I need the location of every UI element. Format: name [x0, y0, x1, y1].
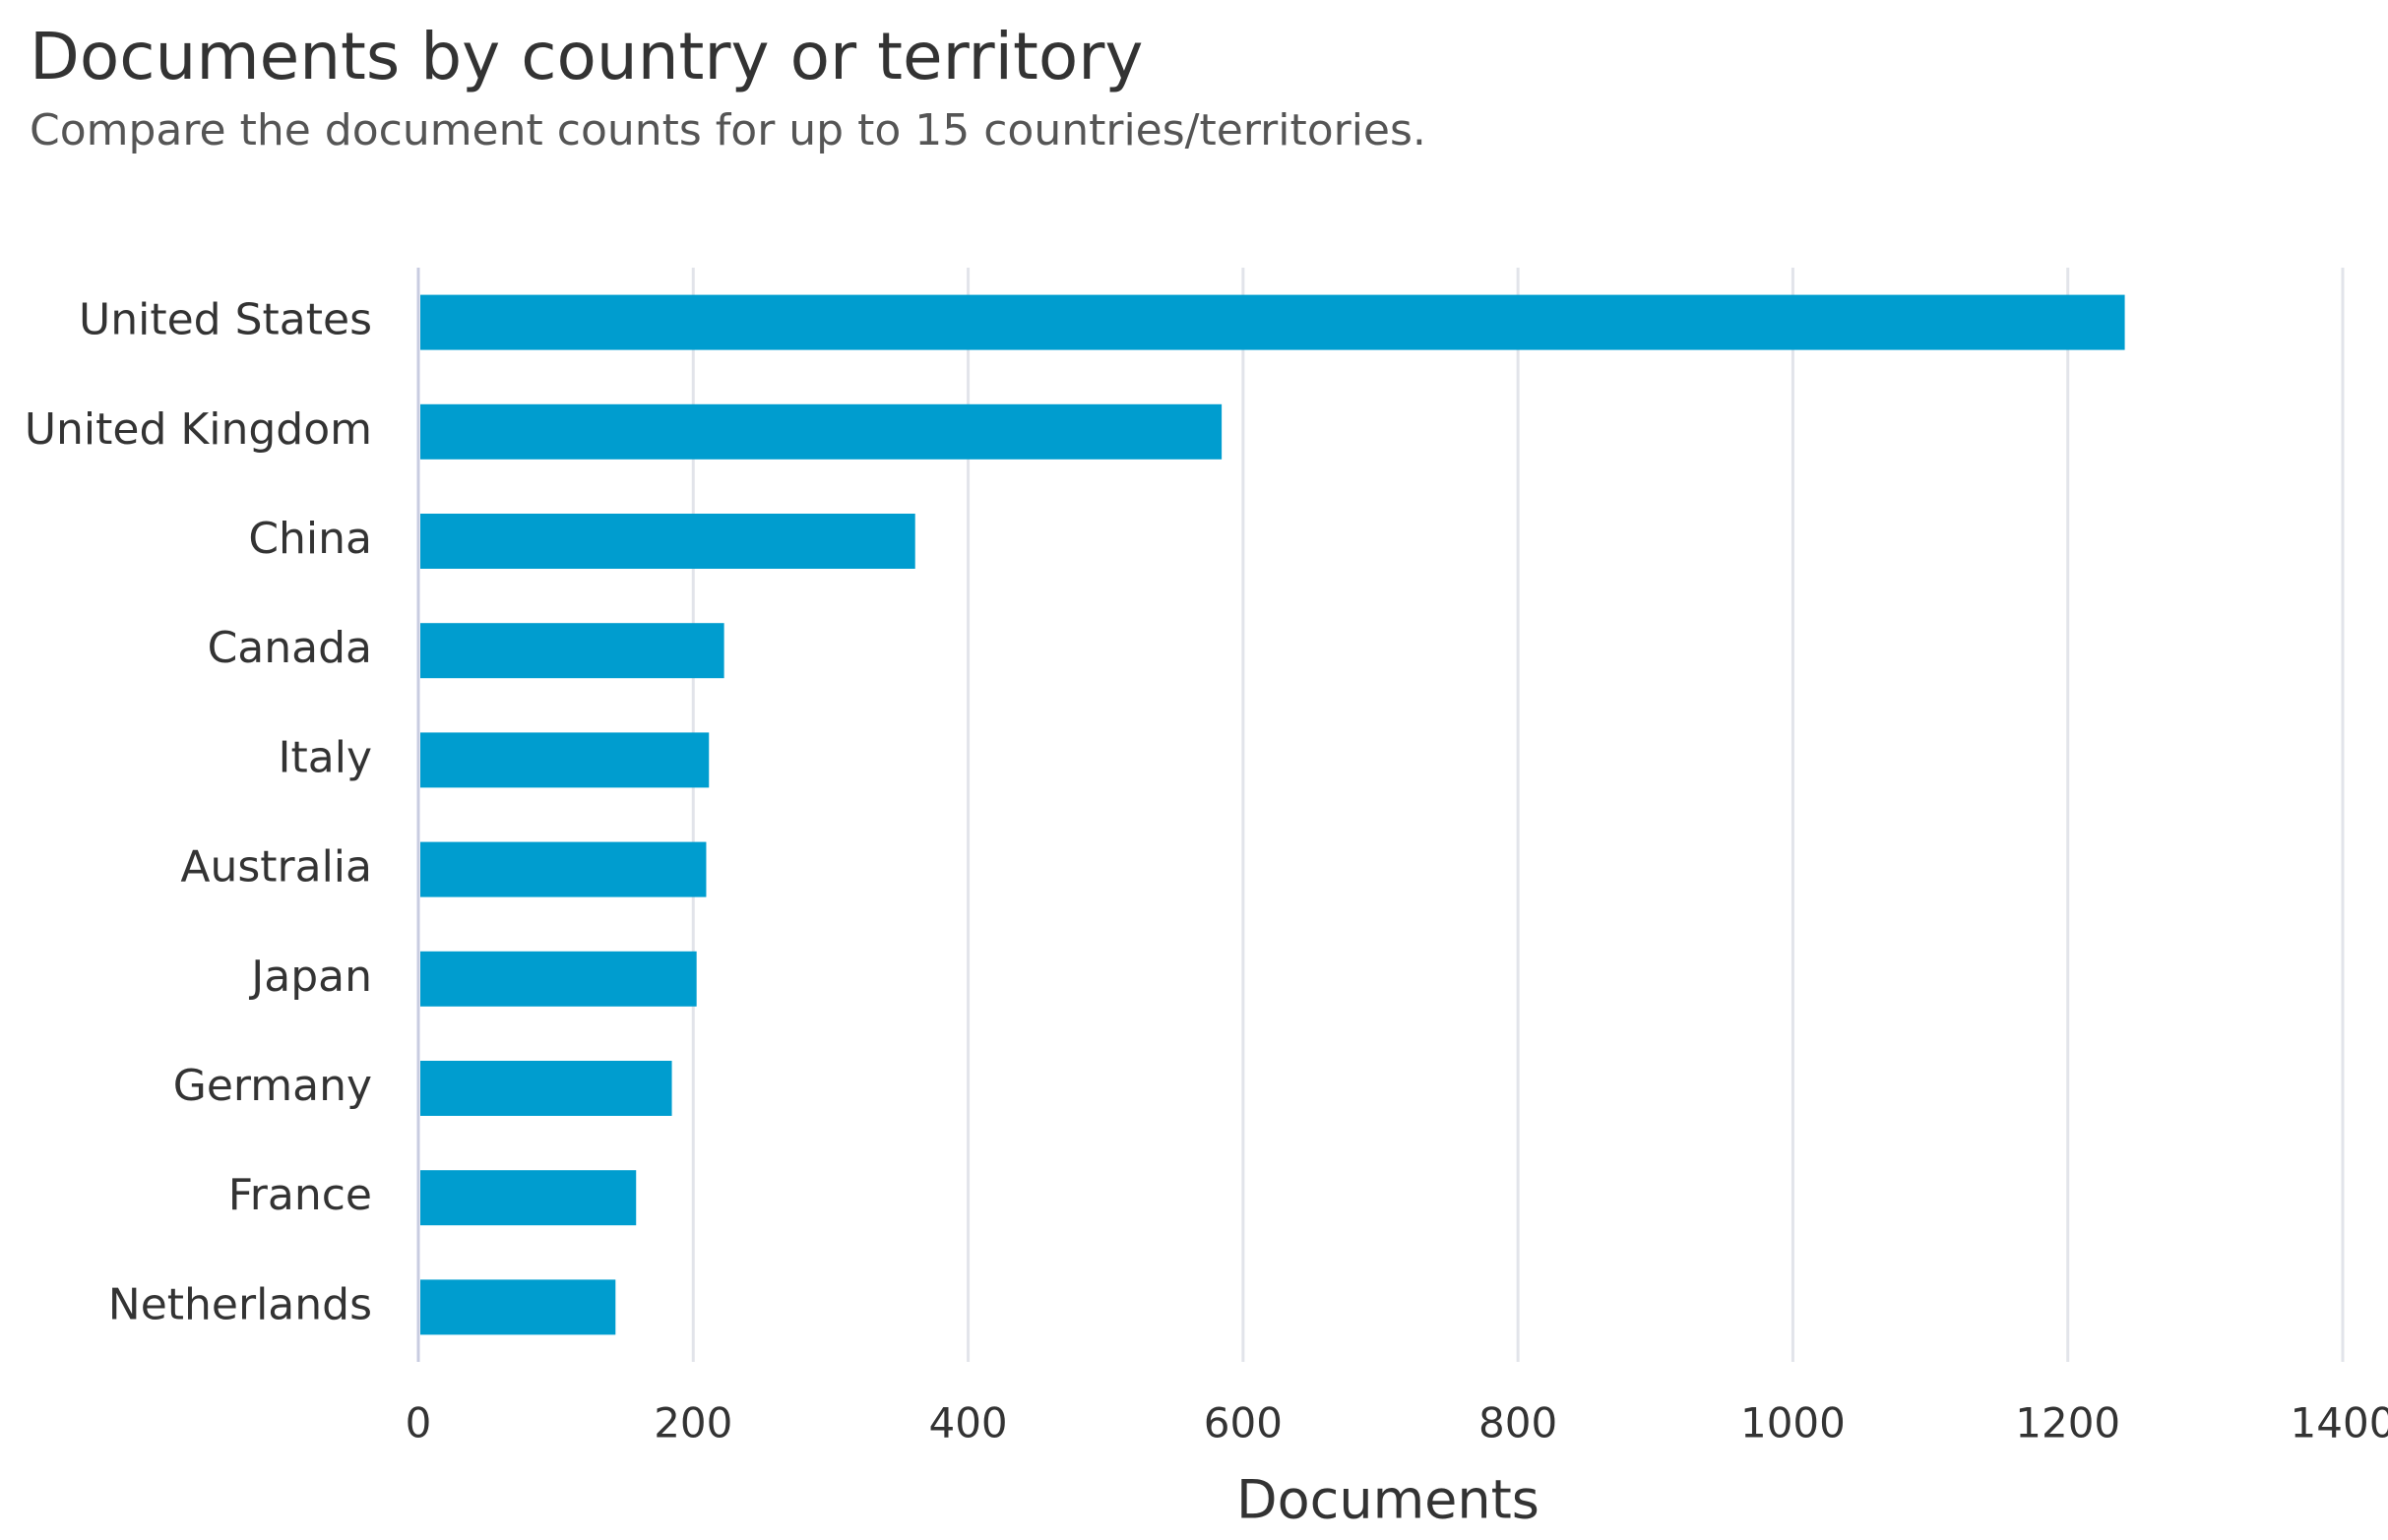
x-tick-label: 800 — [1478, 1399, 1557, 1448]
bar — [420, 514, 915, 569]
y-tick-label: United Kingdom — [25, 404, 372, 455]
bar — [420, 294, 2125, 350]
x-axis-title: Documents — [1236, 1469, 1540, 1531]
bar — [420, 1279, 616, 1335]
bar — [420, 1170, 637, 1226]
bar — [420, 841, 707, 897]
chart-title: Documents by country or territory — [30, 19, 1143, 94]
bar — [420, 403, 1223, 460]
y-tick-label: United States — [79, 295, 372, 345]
x-tick-label: 1000 — [1740, 1399, 1846, 1448]
y-tick-label: Italy — [279, 732, 372, 782]
x-tick-label: 200 — [654, 1399, 732, 1448]
x-tick-label: 600 — [1204, 1399, 1283, 1448]
bar — [420, 1061, 672, 1116]
y-tick-label: Canada — [208, 623, 372, 673]
y-tick-label: Australia — [180, 842, 372, 893]
y-tick-label: Netherlands — [108, 1279, 372, 1329]
x-tick-label: 1400 — [2291, 1399, 2388, 1448]
bar — [420, 951, 697, 1007]
y-tick-label: China — [248, 514, 372, 564]
y-tick-label: Germany — [173, 1061, 372, 1111]
x-tick-label: 400 — [928, 1399, 1007, 1448]
x-tick-label: 1200 — [2015, 1399, 2120, 1448]
y-tick-label: Japan — [248, 952, 372, 1002]
bar — [420, 623, 724, 679]
chart-subtitle: Compare the document counts for up to 15… — [30, 105, 1426, 155]
bar — [420, 732, 710, 788]
x-tick-label: 0 — [406, 1399, 432, 1448]
y-tick-label: France — [228, 1170, 372, 1220]
